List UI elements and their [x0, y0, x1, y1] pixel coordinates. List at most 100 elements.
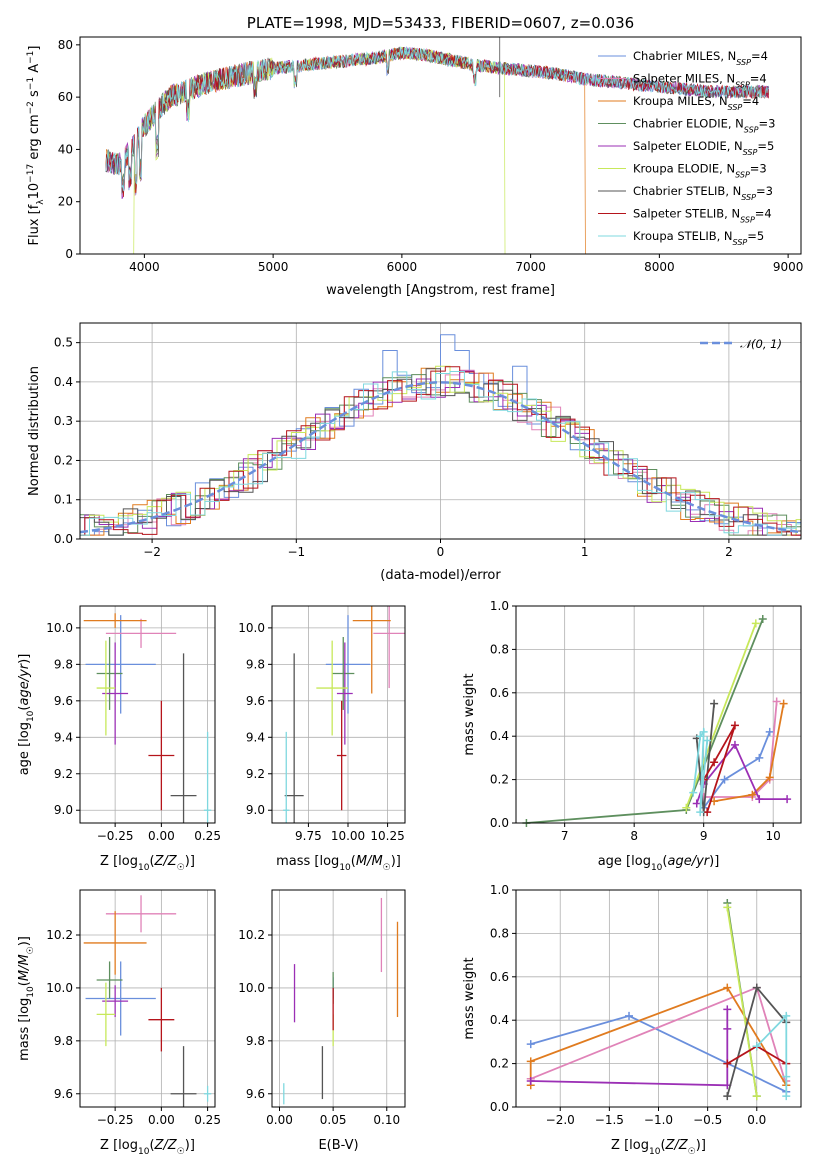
- x-tick-label: 0.10: [373, 1113, 400, 1127]
- legend-label-salpeter_miles: Salpeter MILES, NSSP=4: [633, 72, 767, 90]
- weight-marker-chabrier_miles: [526, 1040, 535, 1049]
- y-tick-label: 0.6: [490, 686, 509, 700]
- x-tick-label: −0.25: [97, 1113, 134, 1127]
- y-tick-label: 9.6: [246, 1087, 265, 1101]
- plot-frame-age_vs_mass: [271, 605, 406, 824]
- y-tick-label: 9.4: [54, 730, 73, 744]
- y-tick-label: 0.2: [490, 773, 509, 787]
- y-tick-label: 0.6: [490, 970, 509, 984]
- weight-line-kroupa_stelib: [756, 1013, 788, 1097]
- y-tick-label: 9.6: [54, 694, 73, 708]
- spectrum-lines: [105, 37, 769, 254]
- x-axis-label-ebv: E(B-V): [318, 1138, 358, 1153]
- histogram-kroupa_stelib: [80, 371, 801, 536]
- plot-frame-mass_vs_ebv: [271, 889, 406, 1108]
- x-tick-label: 8: [630, 829, 638, 843]
- weight-marker-kroupa_stelib: [699, 727, 708, 736]
- legend-label-kroupa_miles: Kroupa MILES, NSSP=4: [633, 94, 759, 112]
- y-tick-label: 0.2: [490, 1057, 509, 1071]
- histogram-salpeter_stelib: [80, 366, 801, 536]
- x-tick-label: 2: [725, 545, 733, 559]
- x-tick-label: 5000: [258, 260, 289, 274]
- x-tick-label: 9.75: [295, 829, 322, 843]
- normal-curve: [80, 381, 801, 534]
- weight-marker-chabrier_miles: [720, 775, 729, 784]
- weight-marker-kroupa_elodie: [723, 903, 732, 912]
- plot-frame-weight_vs_Z: [515, 889, 802, 1108]
- plot-frame-weight_vs_age: [515, 605, 802, 824]
- axes-mass_vs_Z: −0.25 0.00 0.25 9.6 9.8 10.0 10.2 Z [log10(Z/Z☉…: [17, 889, 221, 1157]
- y-tick-label: 10.0: [46, 981, 73, 995]
- weight-marker-kroupa_stelib: [696, 732, 705, 741]
- y-tick-label: 9.6: [54, 1087, 73, 1101]
- legend-label-kroupa_elodie: Kroupa ELODIE, NSSP=3: [633, 162, 767, 180]
- x-axis-label: (data-model)/error: [380, 568, 501, 583]
- weight-marker-kroupa_stelib: [696, 808, 705, 817]
- weight-marker-salpeter_stelib: [730, 721, 739, 730]
- y-axis-label: Normed distribution: [27, 366, 42, 496]
- y-tick-label: 20: [58, 195, 73, 209]
- y-tick-label: 9.8: [54, 1034, 73, 1048]
- legend-label-salpeter_elodie: Salpeter ELODIE, NSSP=5: [633, 139, 774, 157]
- weight-marker-kroupa_stelib: [782, 1072, 791, 1081]
- x-tick-label: −1.5: [595, 1113, 624, 1127]
- histogram-steps: [80, 334, 801, 536]
- y-tick-label: 9.2: [246, 767, 265, 781]
- weight-line-kroupa_miles: [529, 986, 788, 1086]
- x-tick-label: −1.0: [644, 1113, 673, 1127]
- weight-line-salpeter_elodie: [530, 1009, 729, 1087]
- weight-marker-kroupa_miles: [748, 790, 757, 799]
- legend-label-salpeter_stelib: Salpeter STELIB, NSSP=4: [633, 207, 772, 225]
- y-tick-label: 0: [65, 247, 73, 261]
- legend: Chabrier MILES, NSSP=4 Salpeter MILES, NS…: [598, 49, 775, 247]
- weight-marker-salpeter_elodie: [755, 795, 764, 804]
- legend-label-kroupa_stelib: Kroupa STELIB, NSSP=5: [633, 229, 764, 247]
- y-tick-label: 0.8: [490, 926, 509, 940]
- y-tick-label: 0.3: [54, 414, 73, 428]
- y-axis-label: mass weight: [462, 673, 477, 755]
- weight-marker-chabrier_miles: [765, 727, 774, 736]
- x-tick-label: 7000: [515, 260, 546, 274]
- x-tick-label: −2: [143, 545, 161, 559]
- weight-marker-salpeter_elodie: [723, 1005, 732, 1014]
- y-tick-label: 9.2: [54, 767, 73, 781]
- x-tick-label: 4000: [129, 260, 160, 274]
- x-tick-label: 0.05: [320, 1113, 347, 1127]
- y-tick-label: 9.8: [246, 657, 265, 671]
- spectrum-line-kroupa_stelib: [105, 46, 769, 192]
- weight-marker-kroupa_stelib: [782, 1092, 791, 1101]
- x-tick-label: 0.00: [148, 1113, 175, 1127]
- y-tick-label: 10.0: [238, 621, 265, 635]
- weight-marker-salpeter_stelib: [703, 808, 712, 817]
- weight-marker-kroupa_elodie: [751, 619, 760, 628]
- weight-marker-kroupa_miles: [765, 773, 774, 782]
- weight-marker-kroupa_elodie: [752, 1092, 761, 1101]
- axes-age_vs_mass: 9.75 10.00 10.25 9.0 9.2 9.4 9.6 9.8 10.0 mass [l…: [238, 605, 406, 873]
- y-tick-label: 0.1: [54, 493, 73, 507]
- weight-marker-chabrier_stelib: [710, 699, 719, 708]
- x-tick-label: −0.25: [97, 829, 134, 843]
- weight-lines: [526, 899, 791, 1101]
- axes-mass_vs_ebv: 0.00 0.05 0.10 9.6 9.8 10.0 10.2: [238, 889, 406, 1127]
- y-tick-label: 0.0: [490, 1100, 509, 1114]
- x-axis-label: Z [log10(Z/Z☉)]: [100, 854, 195, 873]
- x-tick-label: 10.25: [370, 829, 404, 843]
- y-tick-label: 0.2: [54, 453, 73, 467]
- weight-marker-kroupa_stelib: [689, 788, 698, 797]
- weight-marker-salpeter_miles: [772, 697, 781, 706]
- y-tick-label: 9.8: [246, 1034, 265, 1048]
- y-tick-label: 9.8: [54, 657, 73, 671]
- weight-marker-chabrier_miles: [625, 1011, 634, 1020]
- y-tick-label: 40: [58, 142, 73, 156]
- y-tick-label: 80: [58, 38, 73, 52]
- y-tick-label: 9.0: [246, 803, 265, 817]
- plot-frame-mass_vs_Z: [79, 889, 216, 1108]
- y-tick-label: 0.4: [490, 729, 509, 743]
- x-axis-label: Z [log10(Z/Z☉)]: [100, 1138, 195, 1157]
- weight-marker-salpeter_elodie: [730, 740, 739, 749]
- x-tick-label: 6000: [387, 260, 418, 274]
- chart-title: PLATE=1998, MJD=53433, FIBERID=0607, z=0…: [247, 14, 634, 32]
- weight-marker-salpeter_stelib: [723, 1059, 732, 1068]
- x-tick-label: 0: [437, 545, 445, 559]
